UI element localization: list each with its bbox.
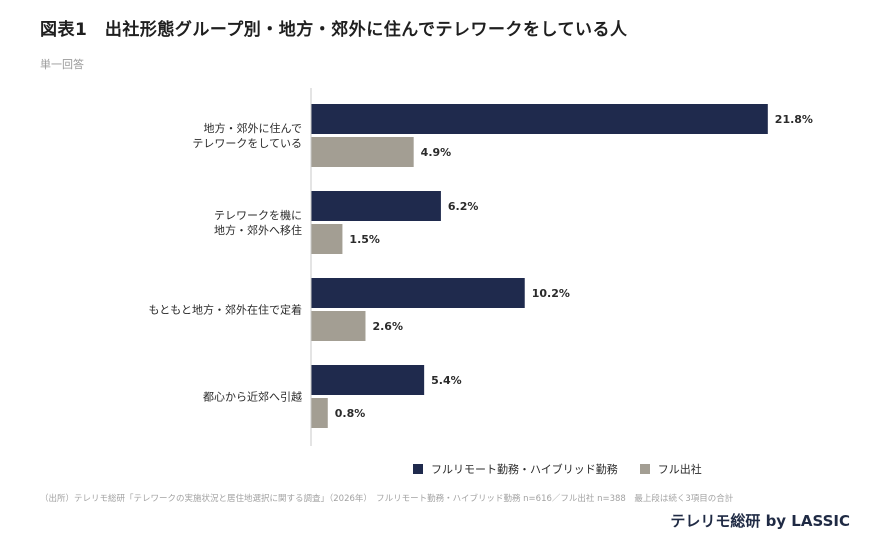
bar-2-2 (311, 224, 343, 254)
legend-swatch-series-1 (413, 464, 423, 474)
category-label-4: 都心から近郊へ引越 (203, 390, 302, 404)
legend-swatch-series-2 (639, 464, 650, 474)
source-note: （出所）テレリモ総研「テレワークの実施状況と居住地選択に関する調査」（2026年… (40, 494, 734, 504)
data-label-2-3: 2.6% (372, 320, 403, 333)
data-label-1-1: 21.8% (775, 113, 813, 126)
legend-item-series-1: フルリモート勤務・ハイブリッド勤務 (413, 461, 618, 477)
legend-label-series-1: フルリモート勤務・ハイブリッド勤務 (431, 463, 618, 476)
bar-1-3 (311, 278, 525, 308)
chart-title: 図表1 出社形態グループ別・地方・郊外に住んでテレワークをしている人 (40, 20, 628, 40)
data-label-2-2: 1.5% (349, 233, 380, 246)
data-label-1-2: 6.2% (448, 200, 479, 213)
category-label-2: テレワークを機に地方・郊外へ移住 (214, 208, 302, 237)
legend-item-series-2: フル出社 (639, 461, 702, 477)
bar-2-1 (311, 137, 414, 167)
legend-label-series-2: フル出社 (657, 463, 702, 476)
chart-subtitle: 単一回答 (40, 58, 84, 71)
category-label-3: もともと地方・郊外在住で定着 (148, 303, 302, 317)
bar-1-2 (311, 191, 441, 221)
data-label-2-4: 0.8% (335, 407, 366, 420)
bar-1-4 (311, 365, 425, 395)
category-label-1: 地方・郊外に住んでテレワークをしている (192, 121, 302, 150)
bar-1-1 (311, 104, 768, 134)
plot-area: 21.8% 4.9% 地方・郊外に住んでテレワークをしている 6.2% 1.5% テレワー… (148, 88, 813, 446)
brand-logo-text: テレリモ総研 by LASSIC (670, 512, 850, 530)
legend: フルリモート勤務・ハイブリッド勤務 フル出社 (413, 461, 702, 477)
data-label-1-3: 10.2% (532, 287, 570, 300)
data-label-2-1: 4.9% (421, 146, 452, 159)
bar-2-3 (311, 311, 366, 341)
bar-2-4 (311, 398, 328, 428)
data-label-1-4: 5.4% (431, 374, 462, 387)
